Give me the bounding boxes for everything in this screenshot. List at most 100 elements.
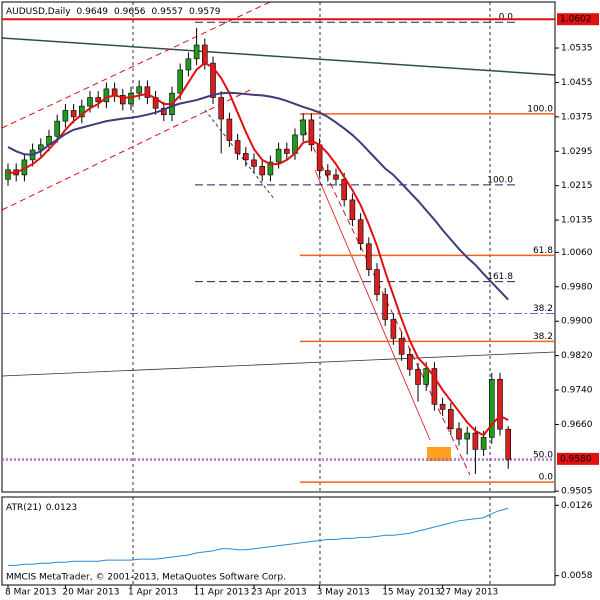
header-value: AUDUSD,Daily: [6, 7, 71, 17]
candle-body: [324, 170, 331, 176]
fib-level-label: 100.0: [527, 104, 553, 114]
trend-line: [1, 37, 556, 76]
candle-body: [349, 199, 356, 220]
y-tick-label: 0.9820: [561, 351, 593, 361]
price-box: [557, 13, 599, 26]
atr-last-value: 0.0123: [46, 503, 78, 513]
channel-line: [314, 169, 431, 441]
candle-body: [120, 95, 126, 105]
candle-body: [267, 161, 274, 176]
footer: MMCIS MetaTrader, © 2001-2013, MetaQuote…: [6, 573, 286, 583]
candle-body: [95, 97, 101, 103]
candle-body: [54, 120, 61, 137]
candle-body: [456, 428, 462, 440]
x-tick-label: 1 Apr 2013: [128, 588, 178, 598]
candle-body: [415, 369, 421, 385]
channel-line: [204, 109, 276, 201]
candle-body: [300, 119, 307, 136]
moving-average: [8, 61, 509, 437]
candle-body: [5, 169, 11, 180]
x-tick-label: 27 May 2013: [440, 588, 499, 598]
x-tick-label: 11 Apr 2013: [194, 588, 250, 598]
candle-body: [308, 119, 315, 146]
candle-body: [275, 148, 282, 163]
candle-body: [87, 97, 93, 107]
candle-body: [218, 97, 224, 120]
candle-body: [37, 144, 44, 151]
y-tick-label: 0.9900: [561, 317, 593, 327]
fib-level-label: 0.0: [499, 13, 514, 23]
x-tick-label: 23 Apr 2013: [251, 588, 307, 598]
moving-average: [7, 91, 509, 301]
x-tick-label: 20 Mar 2013: [62, 588, 119, 598]
atr-panel-border: [1, 496, 556, 586]
candle-body: [185, 58, 192, 71]
price-box: [557, 452, 599, 465]
channel-line: [299, 119, 471, 476]
atr-y-tick-label: 0.0126: [561, 501, 593, 511]
fib-level-label: 38.2: [533, 304, 553, 314]
y-tick-label: 1.0295: [561, 147, 593, 157]
price-box-label: 1.0602: [560, 15, 592, 25]
candle-body: [480, 437, 487, 450]
candle-body: [202, 44, 208, 64]
candle-body: [472, 432, 479, 450]
candle-body: [316, 144, 323, 171]
fib-level-label: 50.0: [533, 451, 553, 461]
y-tick-label: 0.9740: [561, 386, 593, 396]
fib-level-label: 61.8: [533, 246, 553, 256]
y-tick-label: 0.9660: [561, 420, 593, 430]
candle-body: [357, 219, 364, 245]
candle-body: [488, 378, 495, 438]
candle-body: [447, 409, 454, 430]
candle-body: [103, 88, 110, 103]
y-tick-label: 0.9505: [561, 487, 593, 497]
y-tick-label: 1.0060: [561, 248, 593, 258]
x-tick-label: 3 May 2013: [317, 588, 370, 598]
y-tick-label: 1.0535: [561, 44, 593, 54]
atr-title: ATR(21) 0.0123: [6, 503, 77, 513]
header-value: 0.9557: [152, 7, 184, 17]
candle-body: [177, 69, 183, 94]
candle-body: [464, 432, 471, 440]
x-tick-label: 15 May 2013: [382, 588, 441, 598]
y-tick-label: 1.0215: [561, 181, 593, 191]
y-tick-label: 1.0455: [561, 78, 593, 88]
candle-body: [136, 86, 142, 94]
fib-level-label: 38.2: [533, 332, 553, 342]
candle-body: [283, 148, 290, 154]
candle-body: [398, 338, 405, 355]
header-value: 0.9649: [77, 7, 109, 17]
trend-line: [1, 351, 556, 377]
candle-body: [259, 166, 266, 176]
candle-body: [193, 44, 200, 60]
price-box-label: 0.9580: [560, 454, 592, 464]
candle-body: [144, 86, 151, 98]
candle-body: [62, 110, 69, 122]
candle-body: [423, 368, 430, 385]
candle-body: [341, 178, 348, 201]
candle-body: [226, 118, 233, 141]
fib-level-label: 0.0: [539, 473, 554, 483]
candle-body: [505, 428, 512, 460]
candle-body: [431, 368, 438, 405]
candle-body: [333, 174, 339, 180]
channel-line: [1, 89, 251, 211]
candle-body: [243, 153, 249, 161]
candle-body: [365, 243, 372, 270]
atr-title-text: ATR(21): [6, 503, 42, 513]
main-panel-border: [1, 1, 556, 493]
candle-body: [497, 378, 503, 430]
atr-line: [8, 507, 509, 566]
fib-level-label: 161.8: [487, 272, 513, 282]
atr-y-tick-label: 0.0058: [561, 571, 593, 581]
candle-body: [251, 159, 257, 167]
fib-level-label: 100.0: [487, 175, 513, 185]
candle-body: [374, 269, 380, 295]
header-value: 0.9656: [114, 7, 146, 17]
candle-body: [210, 62, 216, 98]
candle-body: [128, 92, 134, 105]
candle-body: [382, 294, 389, 320]
